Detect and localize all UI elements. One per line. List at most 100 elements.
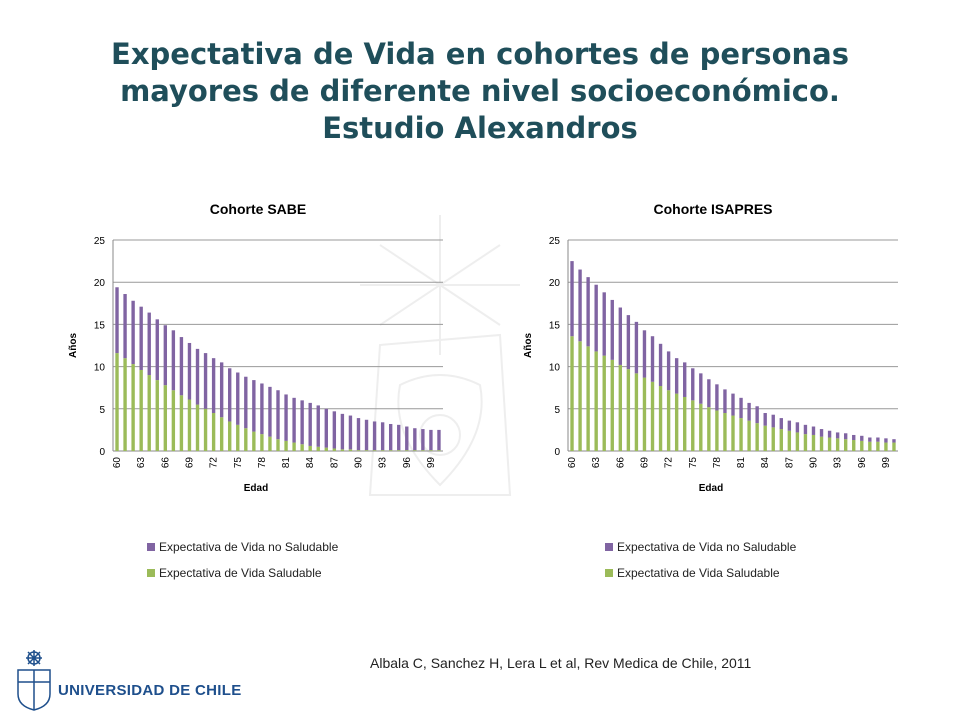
x-tick-label: 90 [808,457,819,469]
bar-no-saludable [405,426,409,451]
bar-no-saludable [876,437,880,442]
bar-saludable [316,446,320,451]
bar-saludable [739,418,743,451]
bar-no-saludable [803,424,808,435]
bar-saludable [195,404,200,451]
legend-label-saludable: Expectativa de Vida Saludable [617,566,780,580]
bar-no-saludable [332,411,337,449]
bar-saludable [715,410,719,451]
y-tick-label: 0 [554,447,560,458]
bar-saludable [203,408,208,451]
chart-cohorte-isapres: Cohorte ISAPRES 0 5 10 15 20 25 60 63 66 69 72 75 78 8… [495,190,935,590]
bar-saludable [650,381,655,451]
bar-no-saludable [739,397,743,419]
bar-no-saludable [884,438,888,443]
bar-no-saludable [683,362,687,397]
bar-saludable [268,436,272,451]
bar-no-saludable [610,299,614,360]
bar-no-saludable [626,315,631,370]
bar-saludable [115,353,119,451]
bar-saludable [252,431,256,451]
bar-no-saludable [372,421,377,451]
bar-saludable [811,434,816,451]
bar-no-saludable [602,292,606,356]
bar-saludable [364,450,369,451]
x-tick-label: 87 [329,457,340,469]
bar-no-saludable [715,384,719,411]
bar-no-saludable [211,358,216,414]
slide-title-line-2: mayores de diferente nivel socioeconómic… [120,74,840,108]
bar-saludable [324,447,328,451]
y-tick-label: 15 [549,320,561,331]
bar-saludable [610,359,614,451]
bar-no-saludable [642,330,647,378]
bar-no-saludable [364,419,369,451]
bar-saludable [642,377,647,451]
bar-no-saludable [674,358,679,394]
bar-no-saludable [699,373,703,404]
bar-saludable [699,403,703,451]
bar-no-saludable [397,424,401,451]
legend-label-no-saludable: Expectativa de Vida no Saludable [159,540,339,554]
bar-no-saludable [835,432,840,439]
bar-saludable [803,434,808,451]
bar-no-saludable [819,429,824,437]
bar-no-saludable [268,386,272,437]
bar-saludable [187,399,192,451]
x-tick-label: 63 [591,457,602,469]
legend-isapres: Expectativa de Vida no Saludable Expecta… [605,539,796,591]
bar-saludable [219,417,224,451]
bar-no-saludable [300,400,304,445]
bar-no-saludable [115,287,119,354]
bar-no-saludable [570,261,574,337]
x-tick-label: 84 [760,457,771,469]
bar-no-saludable [292,397,296,443]
citation-text: Albala C, Sanchez H, Lera L et al, Rev M… [370,655,752,671]
bar-saludable [594,351,598,451]
bar-saludable [276,439,280,451]
bar-no-saludable [650,336,655,382]
legend-label-saludable: Expectativa de Vida Saludable [159,566,322,580]
bar-no-saludable [340,413,345,450]
bar-no-saludable [260,383,264,435]
x-tick-label: 69 [639,457,650,469]
bar-saludable [244,428,248,451]
bar-saludable [163,385,168,451]
university-shield-icon [17,650,51,711]
chart-isapres-svg: Cohorte ISAPRES 0 5 10 15 20 25 60 63 66 69 72 75 78 8… [523,201,898,494]
bar-no-saludable [691,368,695,401]
bar-saludable [634,373,639,451]
bar-saludable [852,440,856,451]
x-tick-label: 87 [784,457,795,469]
bar-no-saludable [219,362,224,418]
bar-saludable [578,341,582,451]
legend-swatch-no-saludable [147,543,155,551]
bar-no-saludable [139,306,143,370]
bar-saludable [707,407,711,451]
bar-saludable [171,390,176,451]
legend-entry-no-saludable: Expectativa de Vida no Saludable [147,539,338,555]
bar-saludable [666,390,671,451]
bar-saludable [413,450,417,451]
bar-saludable [155,380,159,451]
bar-saludable [236,424,240,451]
y-tick-label: 5 [99,405,105,416]
bar-no-saludable [707,379,711,408]
bar-saludable [300,444,304,451]
bar-no-saludable [195,348,200,405]
legend-swatch-saludable [147,569,155,577]
bar-no-saludable [892,439,896,443]
bar-no-saludable [131,300,135,365]
y-axis-label: Años [523,333,534,358]
bar-saludable [570,336,574,451]
x-tick-label: 93 [378,457,389,469]
bar-no-saludable [147,312,151,376]
bar-no-saludable [586,277,590,347]
bar-saludable [429,450,433,451]
bar-saludable [691,400,695,451]
x-tick-label: 78 [712,457,723,469]
bar-no-saludable [308,402,312,446]
bar-saludable [795,432,800,451]
x-tick-label: 60 [112,457,123,469]
bar-no-saludable [252,380,256,432]
